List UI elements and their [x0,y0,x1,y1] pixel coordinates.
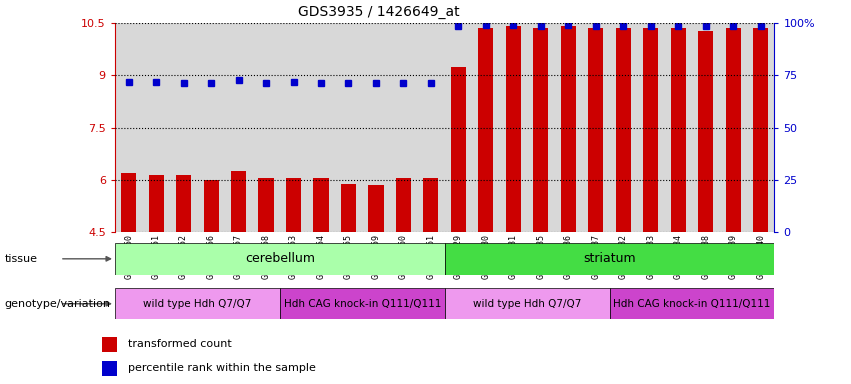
Bar [472,23,500,232]
Bar [176,175,191,232]
Text: Hdh CAG knock-in Q111/Q111: Hdh CAG knock-in Q111/Q111 [283,299,441,309]
Bar [203,180,219,232]
Bar [445,288,609,319]
Bar [582,23,609,232]
Bar [478,28,494,232]
Bar [692,23,719,232]
Bar [719,23,747,232]
Bar [665,23,692,232]
Bar [609,23,637,232]
Bar [149,175,163,232]
Text: Hdh CAG knock-in Q111/Q111: Hdh CAG knock-in Q111/Q111 [614,299,771,309]
Bar [197,23,225,232]
Bar [115,243,445,275]
Bar [334,23,363,232]
Bar [726,28,740,232]
Bar [445,243,774,275]
Bar [527,23,555,232]
Bar [534,28,548,232]
Bar [313,178,328,232]
Bar [451,67,466,232]
Bar [231,171,246,232]
Bar [423,178,438,232]
Bar [561,26,576,232]
Bar [363,23,390,232]
Bar [259,178,273,232]
Bar [609,288,774,319]
Bar [115,288,280,319]
Bar [753,28,768,232]
Bar [445,23,472,232]
Bar [555,23,582,232]
Bar [102,361,117,376]
Text: percentile rank within the sample: percentile rank within the sample [128,363,316,373]
Bar [280,288,445,319]
Bar [307,23,334,232]
Text: genotype/variation: genotype/variation [4,299,111,309]
Bar [368,185,384,232]
Text: wild type Hdh Q7/Q7: wild type Hdh Q7/Q7 [143,299,252,309]
Bar [588,28,603,232]
Bar [286,178,301,232]
Bar [396,178,411,232]
Bar [698,31,713,232]
Bar [637,23,665,232]
Bar [252,23,280,232]
Text: wild type Hdh Q7/Q7: wild type Hdh Q7/Q7 [473,299,581,309]
Bar [121,173,136,232]
Bar [616,28,631,232]
Text: transformed count: transformed count [128,339,231,349]
Bar [747,23,774,232]
Text: striatum: striatum [583,252,636,265]
Text: tissue: tissue [4,254,37,264]
Title: GDS3935 / 1426649_at: GDS3935 / 1426649_at [298,5,460,19]
Bar [225,23,252,232]
Bar [671,28,686,232]
Bar [280,23,307,232]
Bar [142,23,170,232]
Bar [341,184,356,232]
Bar [170,23,197,232]
Bar [390,23,417,232]
Bar [417,23,445,232]
Text: cerebellum: cerebellum [245,252,315,265]
Bar [102,337,117,352]
Bar [500,23,527,232]
Bar [115,23,142,232]
Bar [505,26,521,232]
Bar [643,28,659,232]
